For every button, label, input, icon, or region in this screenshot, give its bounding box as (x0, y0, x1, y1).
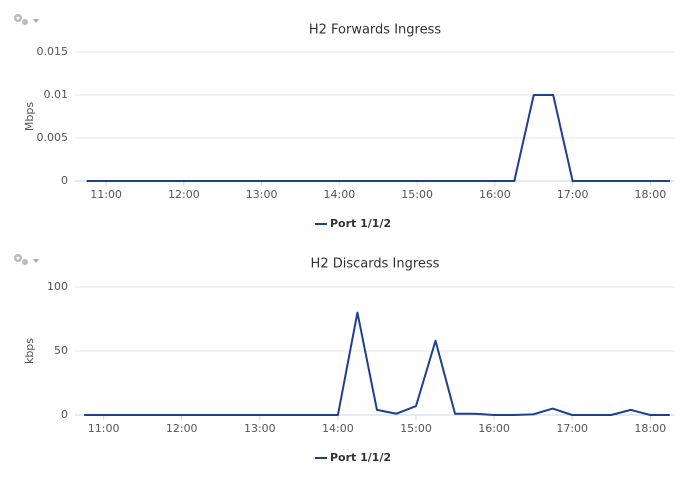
settings-button[interactable] (14, 254, 39, 265)
chart-title: H2 Discards Ingress (311, 257, 440, 272)
legend-label: Port 1/1/2 (330, 451, 391, 464)
y-tick-label: 0 (61, 408, 68, 421)
x-tick-label: 15:00 (400, 422, 432, 435)
x-tick-label: 14:00 (322, 422, 354, 435)
x-tick-label: 13:00 (244, 422, 276, 435)
y-tick-label: 0.01 (44, 88, 69, 101)
series-line (86, 94, 670, 182)
y-tick-label: 0.015 (37, 45, 69, 58)
y-tick-label: 0 (61, 174, 68, 187)
legend-label: Port 1/1/2 (330, 217, 391, 230)
x-tick-label: 14:00 (324, 188, 356, 201)
x-tick-label: 11:00 (90, 188, 122, 201)
y-tick-label: 0.005 (37, 131, 69, 144)
x-tick-label: 18:00 (635, 188, 667, 201)
x-tick-label: 17:00 (557, 188, 589, 201)
x-tick-label: 13:00 (246, 188, 278, 201)
x-tick-label: 16:00 (479, 188, 511, 201)
x-tick-label: 18:00 (634, 422, 666, 435)
chart-title: H2 Forwards Ingress (309, 23, 442, 38)
y-axis-label: Mbps (23, 102, 36, 131)
y-tick-label: 100 (47, 280, 68, 293)
y-tick-label: 50 (54, 344, 68, 357)
x-tick-label: 12:00 (166, 422, 198, 435)
x-tick-label: 16:00 (478, 422, 510, 435)
x-tick-label: 15:00 (401, 188, 433, 201)
x-tick-label: 11:00 (88, 422, 120, 435)
x-tick-label: 17:00 (556, 422, 588, 435)
series-line (84, 311, 670, 416)
x-tick-label: 12:00 (168, 188, 200, 201)
y-axis-label: kbps (23, 338, 36, 364)
settings-button[interactable] (14, 14, 39, 25)
